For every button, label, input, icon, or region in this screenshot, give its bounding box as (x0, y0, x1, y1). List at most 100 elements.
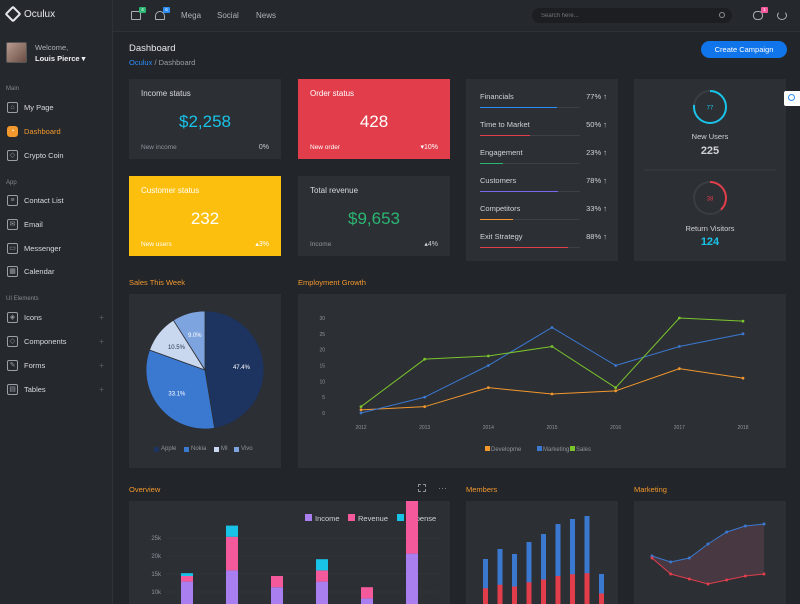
sidebar-item-label: Crypto Coin (24, 150, 64, 160)
sidebar-item-forms[interactable]: ✎ Forms + (0, 356, 112, 374)
visitors-card: 77 New Users 225 38 Return Visitors 124 (634, 79, 786, 261)
sidebar-item-label: Dashboard (24, 126, 61, 136)
area-point (687, 577, 691, 581)
chat-icon[interactable]: 1 (753, 7, 768, 20)
sidebar-item-calendar[interactable]: ▦ Calendar (0, 262, 112, 280)
progress-value: 78% ↑ (586, 176, 607, 185)
order-status-foot: New order (310, 144, 340, 151)
sidebar-item-email[interactable]: ✉ Email (0, 215, 112, 233)
income-status-label: Income status (141, 89, 191, 98)
arrow-up-icon: ↑ (603, 148, 607, 157)
legend-swatch (485, 446, 490, 451)
sidebar-item-contact-list[interactable]: ≡ Contact List (0, 191, 112, 209)
bar-base (584, 573, 590, 604)
income-status-card: Income status $2,258 New income 0% (129, 79, 281, 159)
expand-plus-icon[interactable]: + (99, 384, 104, 394)
expand-icon[interactable] (418, 484, 426, 492)
breadcrumb-home[interactable]: Oculux (129, 58, 153, 67)
series-point (614, 364, 618, 367)
y-tick-label: 15k (151, 572, 162, 578)
calendar-icon: ▦ (7, 265, 18, 277)
bar-segment-expense (226, 525, 238, 537)
mail-icon[interactable]: 4 (131, 7, 146, 20)
sidebar-item-messenger[interactable]: ▭ Messenger (0, 239, 112, 257)
power-icon[interactable] (777, 11, 787, 20)
create-campaign-button[interactable]: Create Campaign (701, 41, 787, 58)
series-point (486, 354, 490, 358)
pie-legend-item[interactable]: Nokia (184, 446, 206, 452)
series-point (677, 367, 681, 371)
sidebar-item-crypto-coin[interactable]: ◇ Crypto Coin (0, 146, 112, 164)
welcome-label: Welcome, (35, 43, 69, 52)
progress-track (480, 247, 580, 248)
members-card (466, 501, 618, 604)
breadcrumb-separator: / (154, 58, 157, 67)
bar-base (526, 582, 532, 604)
contacts-icon: ≡ (7, 194, 18, 206)
pie-legend-item[interactable]: Vivo (234, 446, 253, 452)
dashboard-icon: ◔ (7, 125, 18, 137)
area-point (687, 556, 691, 560)
series-point (359, 411, 363, 415)
sidebar-item-my-page[interactable]: ⌂ My Page (0, 98, 112, 116)
progress-row: Time to Market 50% ↑ (480, 111, 607, 139)
bar-segment-revenue (361, 587, 373, 599)
bell-icon[interactable]: 6 (155, 7, 170, 20)
topbar-link-social[interactable]: Social (217, 11, 239, 20)
total-revenue-value: $9,653 (348, 209, 400, 228)
area-point (650, 556, 654, 560)
expand-plus-icon[interactable]: + (99, 336, 104, 346)
topbar-link-mega[interactable]: Mega (181, 11, 202, 20)
x-tick-label: 2017 (674, 425, 685, 431)
progress-track (480, 107, 580, 108)
progress-name: Engagement (480, 148, 523, 157)
settings-toggle-button[interactable] (784, 91, 800, 106)
y-tick-label: 5 (322, 395, 325, 401)
search-input[interactable] (532, 8, 732, 23)
bar-segment-revenue (316, 570, 328, 582)
y-tick-label: 20k (151, 554, 162, 560)
series-point (614, 389, 618, 393)
chat-badge: 1 (761, 7, 768, 13)
legend-swatch (214, 446, 219, 452)
legend-label: Developme (491, 447, 522, 453)
legend-label: MI (221, 446, 228, 452)
mail-icon: ✉ (7, 218, 18, 230)
brand-logo[interactable]: Oculux (4, 5, 55, 23)
series-point (486, 386, 490, 390)
overview-card: Income Revenue Expense 10k 15k 20k 25k (129, 501, 450, 604)
search-icon[interactable] (719, 12, 725, 18)
sidebar: Oculux Welcome, Louis Pierce ▾ Main App … (0, 0, 113, 604)
topbar-link-news[interactable]: News (256, 11, 277, 20)
area-point (669, 572, 673, 576)
progress-fill (480, 107, 557, 108)
legend-swatch (348, 514, 355, 521)
progress-track (480, 219, 580, 220)
bar-segment-revenue (271, 576, 283, 588)
sidebar-item-dashboard[interactable]: ◔ Dashboard (0, 122, 112, 140)
members-title: Members (466, 485, 498, 494)
sidebar-item-icons[interactable]: ◈ Icons + (0, 308, 112, 326)
more-options-icon[interactable]: ··· (438, 483, 447, 493)
sidebar-item-tables[interactable]: ▤ Tables + (0, 380, 112, 398)
expand-plus-icon[interactable]: + (99, 312, 104, 322)
legend-swatch (184, 446, 189, 452)
progress-fill (480, 163, 503, 164)
bar (584, 516, 590, 604)
page-title: Dashboard (129, 43, 176, 54)
expand-plus-icon[interactable]: + (99, 360, 104, 370)
order-status-label: Order status (310, 89, 355, 98)
user-name-dropdown[interactable]: Louis Pierce ▾ (35, 54, 86, 63)
progress-row: Exit Strategy 88% ↑ (480, 223, 607, 251)
pie-legend-item[interactable]: MI (214, 446, 228, 452)
sales-this-week-card: 47.4% 33.1% 10.5% 9.0% Apple Nokia MI Vivo (129, 294, 281, 468)
tag-icon: ◈ (7, 311, 18, 323)
avatar[interactable] (6, 42, 27, 63)
sidebar-item-components[interactable]: ◇ Components + (0, 332, 112, 350)
area-point (762, 522, 766, 526)
progress-fill (480, 219, 513, 220)
members-bar-chart (483, 516, 604, 604)
x-tick-label: 2014 (483, 425, 494, 431)
pie-legend-item[interactable]: Apple (154, 446, 176, 452)
x-tick-label: 2015 (546, 425, 557, 431)
